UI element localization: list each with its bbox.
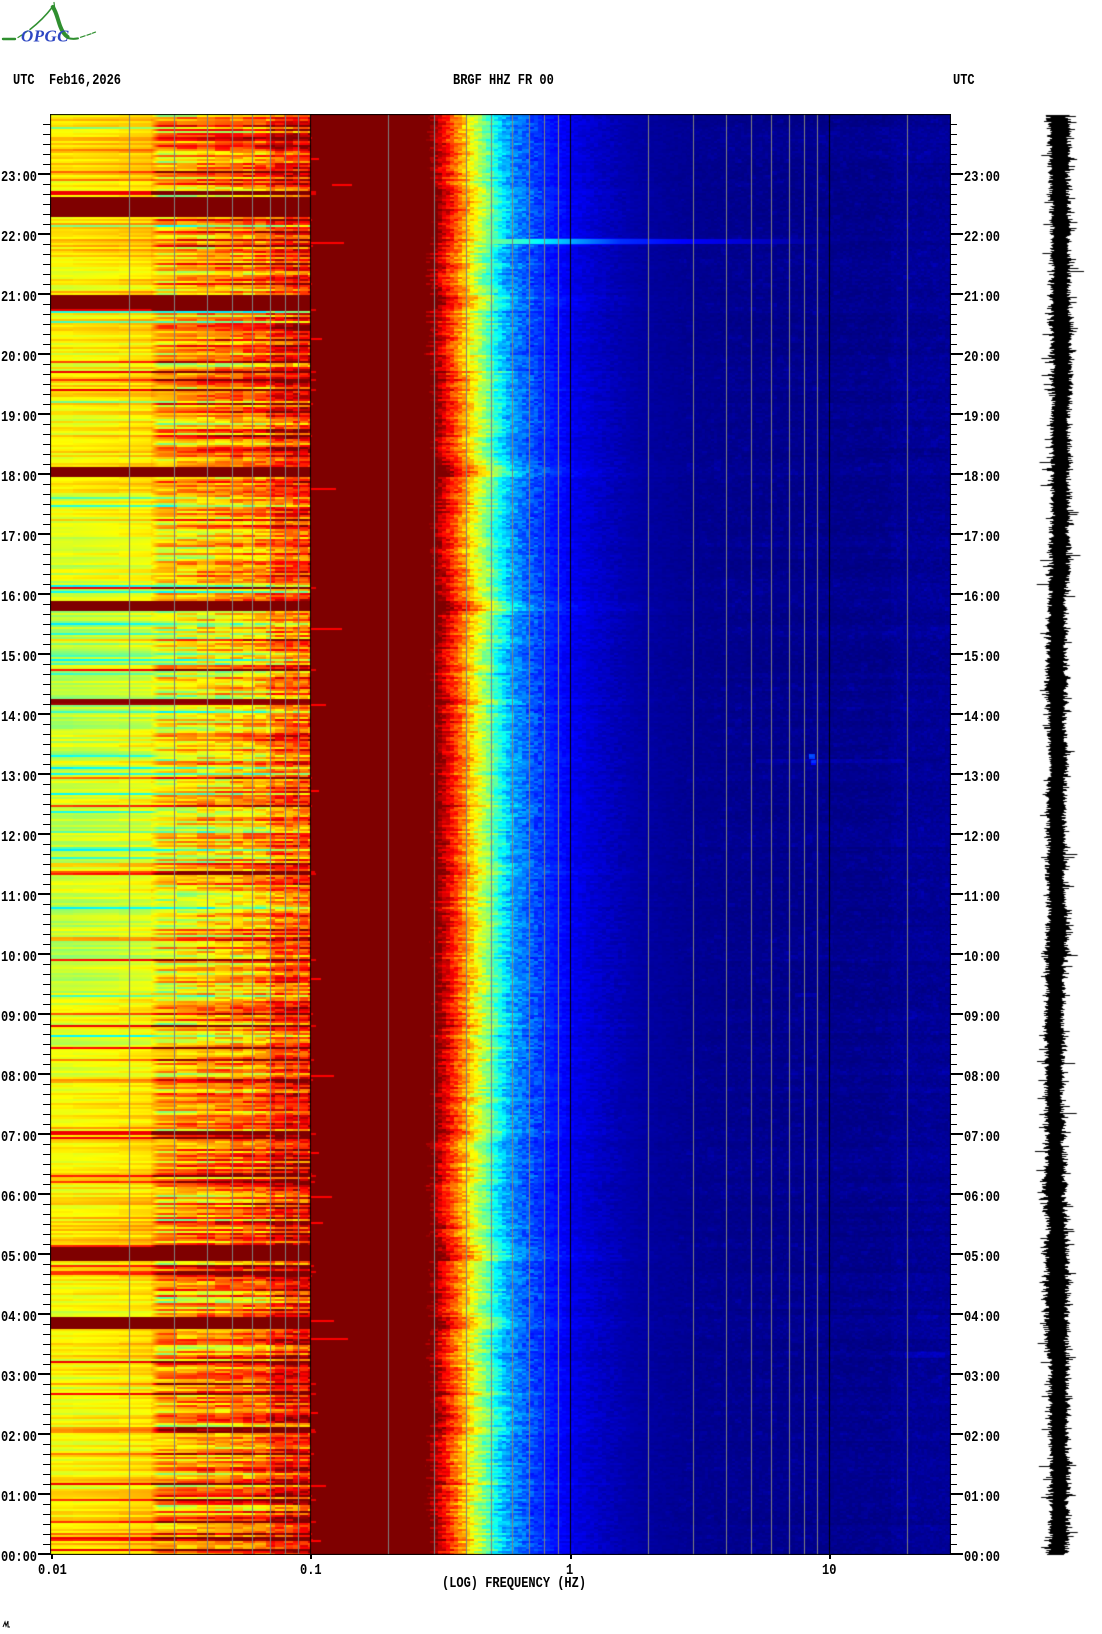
svg-text:OPGC: OPGC [21,27,69,46]
